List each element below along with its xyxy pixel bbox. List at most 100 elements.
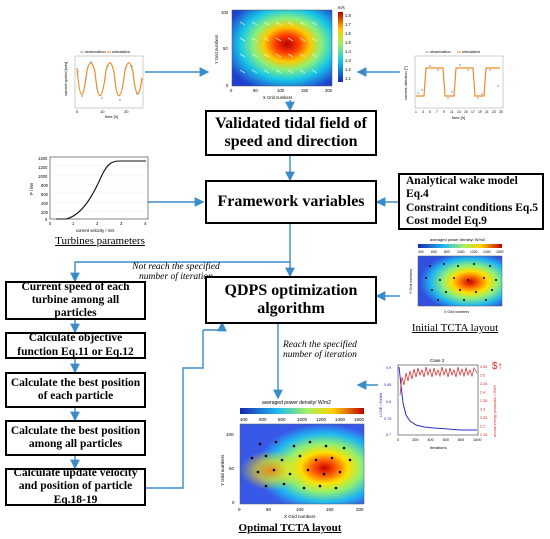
initial-layout-caption: Initial TCTA layout [411, 322, 499, 334]
power-curve-line [56, 160, 146, 220]
tick-label: 21 [485, 110, 489, 114]
y-tick: 1400 [38, 156, 48, 161]
tick-label: 17 [471, 110, 475, 114]
x-axis-label: X Grid numbers [284, 514, 316, 519]
y-axis-label-left: LCOE / $/kWh [379, 393, 383, 417]
legend-simulation: simulation [462, 49, 480, 54]
framework-variables-label: Framework variables [217, 192, 365, 210]
tick-label: 2.45 [480, 382, 487, 386]
colorbar-tick: 1.6 [345, 31, 351, 36]
x-tick: 0 [230, 88, 233, 93]
y-tick: 1200 [38, 165, 48, 170]
y-tick: 0 [45, 217, 48, 222]
tick-label: 2.35 [480, 399, 487, 403]
tick-label: 2.4 [480, 391, 485, 395]
not-reach-note: Not reach the specified number of iterat… [132, 262, 220, 283]
colorbar-title: averaged power density/ W/m2 [430, 237, 486, 242]
colorbar-tick: 1.1 [345, 76, 351, 81]
model-equations-label: Analytical wake model Eq.4 Constraint co… [406, 175, 538, 227]
model-equations-box: Analytical wake model Eq.4 Constraint co… [398, 173, 544, 230]
reach-note: Reach the specified number of iteration [283, 340, 357, 361]
tick-label: 11 [450, 110, 454, 114]
y-tick-left: 0.85 [384, 383, 391, 387]
tick-label: 9 [443, 110, 445, 114]
plot-title: Case 2 [430, 358, 445, 363]
convergence-plot: Case 2 0.9 0.85 0.8 0.75 0.7 LCOE / $/kW… [379, 358, 503, 450]
x-axis-label: X Grid numbers [444, 310, 469, 314]
y-axis-label-right: annual energy production / GWh [493, 385, 497, 437]
tick-label: 400 [427, 438, 433, 442]
tick-label: 1200 [470, 250, 478, 254]
y-axis-label: Y Grid numbers [409, 269, 413, 294]
tick-label: 1 [415, 110, 417, 114]
velocity-arrows [239, 21, 318, 74]
x-axis-label: Iterations [430, 445, 446, 450]
optimal-layout-caption: Optimal TCTA layout [238, 522, 342, 534]
validated-tidal-field-label: Validated tidal field of speed and direc… [215, 114, 367, 150]
x-tick: 200 [325, 88, 333, 93]
x-tick: 2 [96, 221, 99, 226]
step-best-position-particle-box: Calculate the best position of each part… [5, 372, 146, 408]
currency-symbol: $↑ [492, 361, 503, 372]
tick-label: 1000 [473, 438, 481, 442]
tick-label: 2.2 [480, 425, 485, 429]
turbines-parameters-caption: Turbines parameters [55, 235, 145, 247]
colorbar-tick: 1.7 [345, 22, 351, 27]
tick-label: 2.15 [480, 433, 487, 437]
legend-simulation: simulation [112, 49, 130, 54]
y-axis-label: P / kW [29, 183, 34, 195]
y-tick: 100 [226, 432, 234, 437]
y-tick: 1000 [38, 174, 48, 179]
x-ticks: 0 200 400 600 800 1000 [397, 438, 481, 442]
simulation-line [416, 67, 500, 97]
y-tick: 0 [232, 500, 235, 505]
step-best-position-all-box: Calculate the best position among all pa… [5, 420, 146, 456]
x-axis-label: X Grid numbers [263, 95, 292, 100]
tick-label: 1600 [354, 417, 365, 422]
tick-label: 2.55 [480, 365, 487, 369]
y-tick-left: 0.75 [384, 417, 391, 421]
colorbar [418, 244, 502, 248]
y-axis-label: Y Grid numbers [220, 454, 225, 486]
x-axis-label: current velocity / m/s [76, 228, 114, 233]
tick-label: 25 [499, 110, 503, 114]
step-best-position-all-label: Calculate the best position among all pa… [10, 424, 141, 450]
tick-label: 400 [418, 250, 424, 254]
optimal-layout-map: averaged power density/ W/m2 400 600 800 10… [220, 400, 365, 519]
y-axis-label: Y Grid numbers [214, 35, 219, 64]
x-tick: 50 [266, 507, 272, 512]
tick-label: 800 [458, 438, 464, 442]
y-tick: 50 [223, 46, 228, 51]
x-tick: 4 [144, 221, 147, 226]
x-tick: 3 [120, 221, 123, 226]
y-tick: 0 [226, 83, 229, 88]
x-tick: 50 [253, 88, 258, 93]
simulation-line [76, 62, 143, 97]
current-direction-plot: observation simulation time [h] current … [403, 49, 504, 120]
tick-label: 600 [259, 417, 267, 422]
arrow-loop-back [145, 330, 204, 489]
colorbar-ticks: 400 600 800 1000 1200 1400 1600 [240, 417, 365, 422]
tick-label: 2.25 [480, 416, 487, 420]
y-tick: 800 [41, 183, 49, 188]
tick-label: 1600 [496, 250, 504, 254]
colorbar-tick: 1.3 [345, 58, 351, 63]
legend-observation: observation [430, 49, 451, 54]
tick-label: 800 [444, 250, 450, 254]
x-tick: 100 [296, 507, 304, 512]
x-ticks: 1 3 5 7 9 11 13 15 17 19 21 23 25 [415, 110, 503, 114]
colorbar-tick: 1.8 [345, 13, 351, 18]
colorbar-tick: 1.2 [345, 67, 351, 72]
step-current-speed-box: Current speed of each turbine among all … [5, 281, 146, 320]
x-axis-label: time [h] [452, 115, 465, 120]
current-speed-plot: observation simulation time [h] current … [63, 49, 144, 119]
x-tick: 1 [72, 221, 75, 226]
initial-layout-map: averaged power density/ W/m2 400 600 800 10… [409, 237, 504, 314]
tick-label: 1200 [316, 417, 327, 422]
tidal-field-map: m/s 1.8 1.7 1.6 1.5 1.4 1.3 1.2 1.1 X Gr… [214, 5, 351, 100]
x-axis-label: time [h] [105, 114, 118, 119]
turbine-markers [250, 440, 352, 490]
tick-label: 0 [397, 438, 399, 442]
tick-label: 200 [412, 438, 418, 442]
